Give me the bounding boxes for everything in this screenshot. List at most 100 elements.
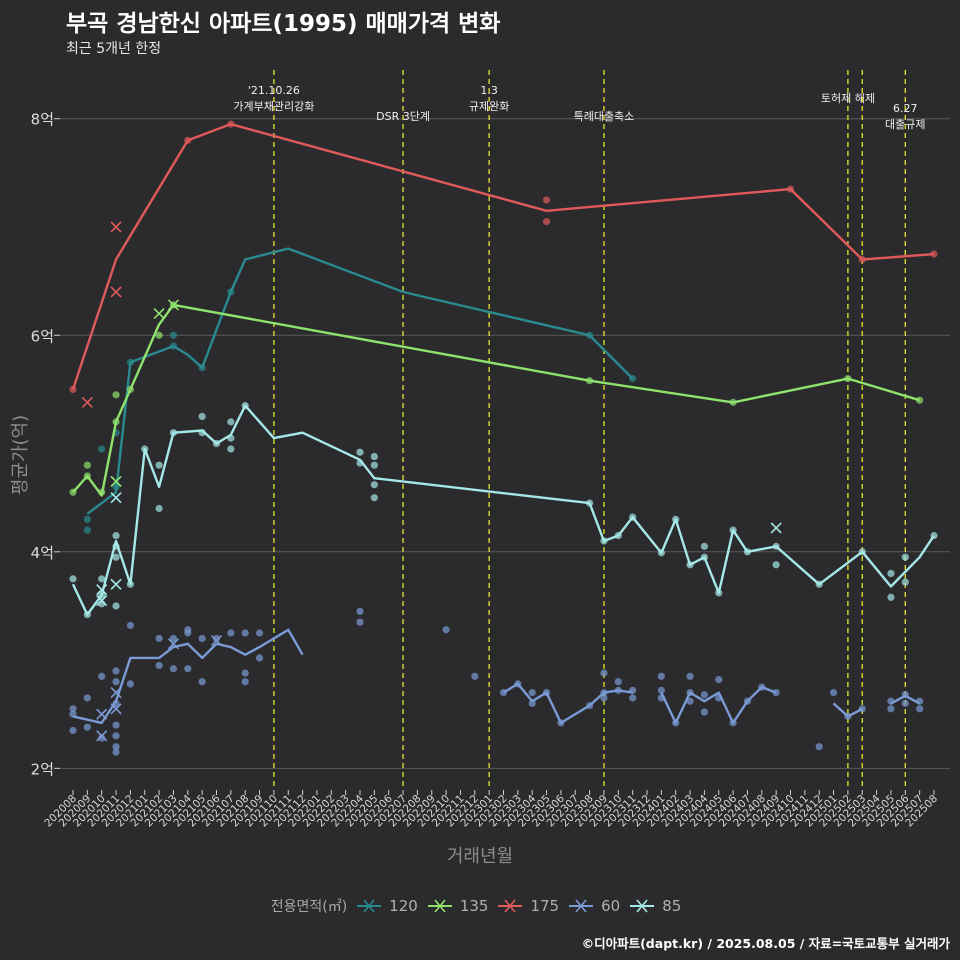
legend-item-120: 120 — [355, 897, 418, 915]
cross-stroke — [110, 475, 122, 487]
y-axis-title: 평균가(억) — [10, 414, 31, 496]
data-point — [629, 694, 637, 702]
y-axis-title-box: 평균가(억) — [4, 415, 34, 495]
data-point — [241, 629, 249, 637]
data-point — [112, 531, 120, 540]
y-tick-label: 6억 — [31, 327, 54, 345]
cross-stroke — [110, 492, 122, 504]
event-label: 1.3 — [480, 84, 498, 97]
cross-marker — [96, 708, 108, 720]
data-point — [112, 678, 120, 686]
data-point — [98, 734, 106, 742]
legend-item-135: 135 — [426, 897, 489, 915]
data-point — [112, 602, 120, 610]
legend-item-60: 60 — [567, 897, 620, 915]
cross-marker — [110, 578, 122, 590]
data-point — [126, 680, 134, 688]
source-caption: ©디아파트(dapt.kr) / 2025.08.05 / 자료=국토교통부 실… — [581, 936, 950, 951]
data-point — [227, 445, 235, 453]
data-point — [600, 669, 608, 677]
data-point — [370, 461, 378, 469]
data-point — [184, 626, 192, 634]
data-point — [69, 705, 77, 713]
data-point — [657, 686, 665, 694]
chart-title: 부곡 경남한신 아파트(1995) 매매가격 변화 — [66, 11, 501, 37]
series-line — [71, 404, 935, 616]
data-point — [241, 678, 249, 686]
cross-marker — [153, 308, 165, 320]
legend-key-icon — [357, 899, 382, 913]
data-point — [98, 445, 106, 453]
cross-stroke — [110, 703, 122, 715]
data-point — [356, 618, 364, 626]
data-point — [356, 607, 364, 615]
data-point — [98, 672, 106, 680]
data-point — [98, 575, 106, 583]
data-point — [901, 553, 909, 561]
cross-stroke — [81, 396, 93, 408]
cross-marker — [770, 522, 782, 534]
y-tick-label: 2억 — [31, 760, 54, 778]
data-point — [184, 665, 192, 673]
cross-marker — [96, 730, 108, 742]
data-point — [69, 575, 77, 583]
event-label: 토허제 해제 — [821, 91, 875, 105]
legend-key-icon — [498, 899, 523, 913]
data-point — [112, 391, 120, 399]
series-line — [890, 694, 921, 705]
cross-stroke — [110, 686, 122, 699]
data-point — [69, 726, 77, 735]
data-point — [227, 418, 235, 426]
data-point — [155, 634, 163, 643]
data-point — [700, 691, 709, 699]
event-label: 규제완화 — [469, 100, 509, 113]
legend-label: 135 — [459, 897, 489, 915]
data-point — [715, 675, 723, 684]
data-point — [916, 705, 924, 713]
legend-item-85: 85 — [628, 897, 681, 915]
data-point — [198, 678, 206, 686]
cross-stroke — [96, 584, 108, 596]
data-point — [887, 569, 895, 578]
data-point — [528, 688, 536, 697]
cross-marker — [110, 286, 122, 298]
event-label: 가계부채관리강화 — [233, 100, 314, 113]
data-point — [370, 452, 378, 461]
data-point — [255, 654, 264, 662]
event-label: 특례대출축소 — [574, 110, 635, 123]
data-point — [112, 748, 120, 756]
data-point — [112, 743, 120, 751]
series-line — [72, 628, 304, 725]
data-point — [614, 678, 622, 686]
data-point — [901, 699, 909, 707]
data-point — [772, 561, 780, 569]
data-point — [155, 504, 163, 513]
data-point — [686, 672, 694, 680]
series-85 — [69, 402, 938, 619]
data-point — [686, 697, 694, 705]
data-point — [542, 217, 551, 226]
data-point — [356, 448, 364, 456]
series-120 — [83, 247, 637, 534]
data-point — [126, 621, 134, 630]
data-point — [169, 665, 178, 673]
series-line — [832, 702, 863, 718]
cross-marker — [110, 686, 122, 699]
series-60 — [69, 607, 924, 756]
data-point — [255, 629, 264, 637]
data-point — [542, 196, 551, 204]
cross-marker — [81, 396, 93, 408]
data-point — [112, 667, 120, 675]
cross-stroke — [153, 308, 165, 320]
y-tick-label: 4억 — [31, 544, 54, 562]
cross-marker — [110, 703, 122, 715]
legend-label: 85 — [662, 897, 682, 915]
data-point — [155, 661, 163, 670]
cross-marker — [110, 475, 122, 487]
data-point — [112, 553, 120, 561]
legend-label: 120 — [389, 897, 418, 915]
data-point — [471, 672, 479, 680]
cross-stroke — [110, 221, 122, 233]
data-point — [887, 593, 895, 601]
